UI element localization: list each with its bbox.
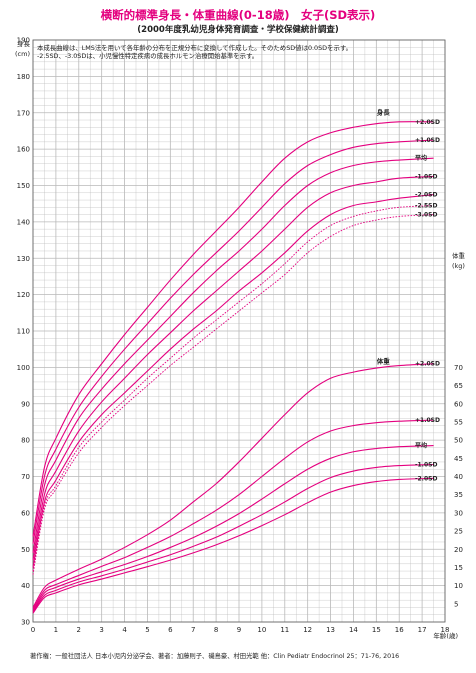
x-tick-label: 3 bbox=[99, 626, 103, 634]
y-tick-label-right: 40 bbox=[454, 473, 463, 481]
plot-frame bbox=[32, 39, 446, 623]
height-curve bbox=[32, 157, 434, 553]
x-tick-label: 2 bbox=[77, 626, 81, 634]
x-tick-label: 18 bbox=[441, 626, 450, 634]
height-group-label: 身長 bbox=[377, 108, 391, 117]
y-tick-label-left: 70 bbox=[21, 473, 30, 481]
weight-curve bbox=[32, 463, 434, 613]
y-tick-label-right: 55 bbox=[454, 418, 463, 426]
y-tick-label-left: 190 bbox=[17, 37, 30, 45]
height-curve bbox=[32, 121, 434, 537]
x-tick-label: 9 bbox=[237, 626, 241, 634]
height-series-label: -1.0SD bbox=[415, 173, 437, 180]
y-tick-label-right: 70 bbox=[454, 364, 463, 372]
chart-note: 本成長曲線は、LMS法を用いて各年齢の分布を正規分布に変換して作成した。そのため… bbox=[37, 43, 352, 52]
y-tick-label-right: 65 bbox=[454, 382, 463, 390]
y-tick-label-right: 30 bbox=[454, 509, 463, 517]
height-series-label: +2.0SD bbox=[415, 119, 440, 126]
x-tick-label: 6 bbox=[168, 626, 173, 634]
weight-curve bbox=[32, 419, 434, 610]
y-tick-label-left: 90 bbox=[21, 400, 30, 408]
x-tick-label: 5 bbox=[145, 626, 149, 634]
height-curve bbox=[32, 194, 434, 568]
y-axis-unit-left: (cm) bbox=[15, 50, 30, 58]
x-tick-label: 14 bbox=[349, 626, 358, 634]
height-curve bbox=[32, 175, 434, 561]
y-axis-label-right: 体重 bbox=[452, 251, 466, 260]
y-tick-label-left: 180 bbox=[17, 73, 30, 81]
x-axis-label: 年齢(歳) bbox=[433, 631, 458, 640]
y-tick-label-left: 100 bbox=[17, 364, 30, 372]
y-tick-label-left: 130 bbox=[17, 255, 30, 263]
height-curve bbox=[32, 139, 434, 544]
y-axis-label-left: 身長 bbox=[17, 39, 31, 48]
height-series-label: -2.0SD bbox=[415, 192, 437, 199]
x-tick-label: 17 bbox=[418, 626, 427, 634]
x-tick-label: 15 bbox=[372, 626, 381, 634]
weight-curve bbox=[32, 445, 434, 612]
x-tick-label: 16 bbox=[395, 626, 404, 634]
height-series-label: 平均 bbox=[415, 154, 427, 162]
x-tick-label: 8 bbox=[214, 626, 218, 634]
y-tick-label-left: 140 bbox=[17, 218, 30, 226]
chart-title: 横断的標準身長・体重曲線(0-18歳) 女子(SD表示) bbox=[100, 8, 376, 22]
weight-group-label: 体重 bbox=[377, 357, 391, 366]
weight-series-label: -2.0SD bbox=[415, 475, 437, 482]
y-tick-label-right: 10 bbox=[454, 582, 463, 590]
height-curve bbox=[32, 214, 434, 575]
weight-series-label: -1.0SD bbox=[415, 461, 437, 468]
height-series-label: -3.0SD bbox=[415, 212, 437, 219]
height-series-label: -2.5SD bbox=[415, 203, 437, 210]
chart-note: -2.5SD、-3.0SDは、小児慢性特定疾病の成長ホルモン治療開始基準を示す。 bbox=[37, 51, 258, 60]
weight-series-label: +2.0SD bbox=[415, 361, 440, 368]
x-tick-label: 1 bbox=[54, 626, 58, 634]
y-tick-label-left: 170 bbox=[17, 109, 30, 117]
y-tick-label-right: 35 bbox=[454, 491, 463, 499]
x-tick-label: 0 bbox=[31, 626, 35, 634]
y-tick-label-left: 80 bbox=[21, 437, 30, 445]
height-series-label: +1.0SD bbox=[415, 137, 440, 144]
y-tick-label-left: 110 bbox=[17, 328, 30, 336]
y-tick-label-left: 40 bbox=[21, 582, 30, 590]
y-tick-label-left: 160 bbox=[17, 146, 30, 154]
y-tick-label-left: 30 bbox=[21, 619, 30, 627]
x-tick-label: 7 bbox=[191, 626, 195, 634]
x-tick-label: 11 bbox=[280, 626, 289, 634]
x-tick-label: 12 bbox=[303, 626, 312, 634]
y-tick-label-right: 50 bbox=[454, 437, 463, 445]
y-tick-label-right: 60 bbox=[454, 400, 463, 408]
x-tick-label: 13 bbox=[326, 626, 335, 634]
weight-series-label: +1.0SD bbox=[415, 417, 440, 424]
chart-subtitle: (2000年度乳幼児身体発育調査・学校保健統計調査) bbox=[137, 25, 339, 35]
height-curve bbox=[32, 205, 434, 572]
y-tick-label-left: 150 bbox=[17, 182, 30, 190]
y-tick-label-right: 15 bbox=[454, 564, 463, 572]
x-tick-label: 10 bbox=[257, 626, 266, 634]
y-tick-label-right: 20 bbox=[454, 546, 463, 554]
y-tick-label-left: 120 bbox=[17, 291, 30, 299]
y-axis-unit-right: (kg) bbox=[452, 262, 465, 270]
y-tick-label-left: 60 bbox=[21, 509, 30, 517]
y-tick-label-left: 50 bbox=[21, 546, 30, 554]
weight-curve bbox=[32, 477, 434, 614]
y-tick-label-right: 5 bbox=[454, 600, 458, 608]
copyright-footer: 著作権：一般社団法人 日本小児内分泌学会、著者：加藤則子、磯島豪、村田光範 他：… bbox=[30, 653, 400, 660]
y-tick-label-right: 25 bbox=[454, 528, 463, 536]
weight-series-label: 平均 bbox=[415, 442, 427, 450]
x-tick-label: 4 bbox=[122, 626, 127, 634]
y-tick-label-right: 45 bbox=[454, 455, 463, 463]
weight-curve bbox=[32, 363, 434, 608]
